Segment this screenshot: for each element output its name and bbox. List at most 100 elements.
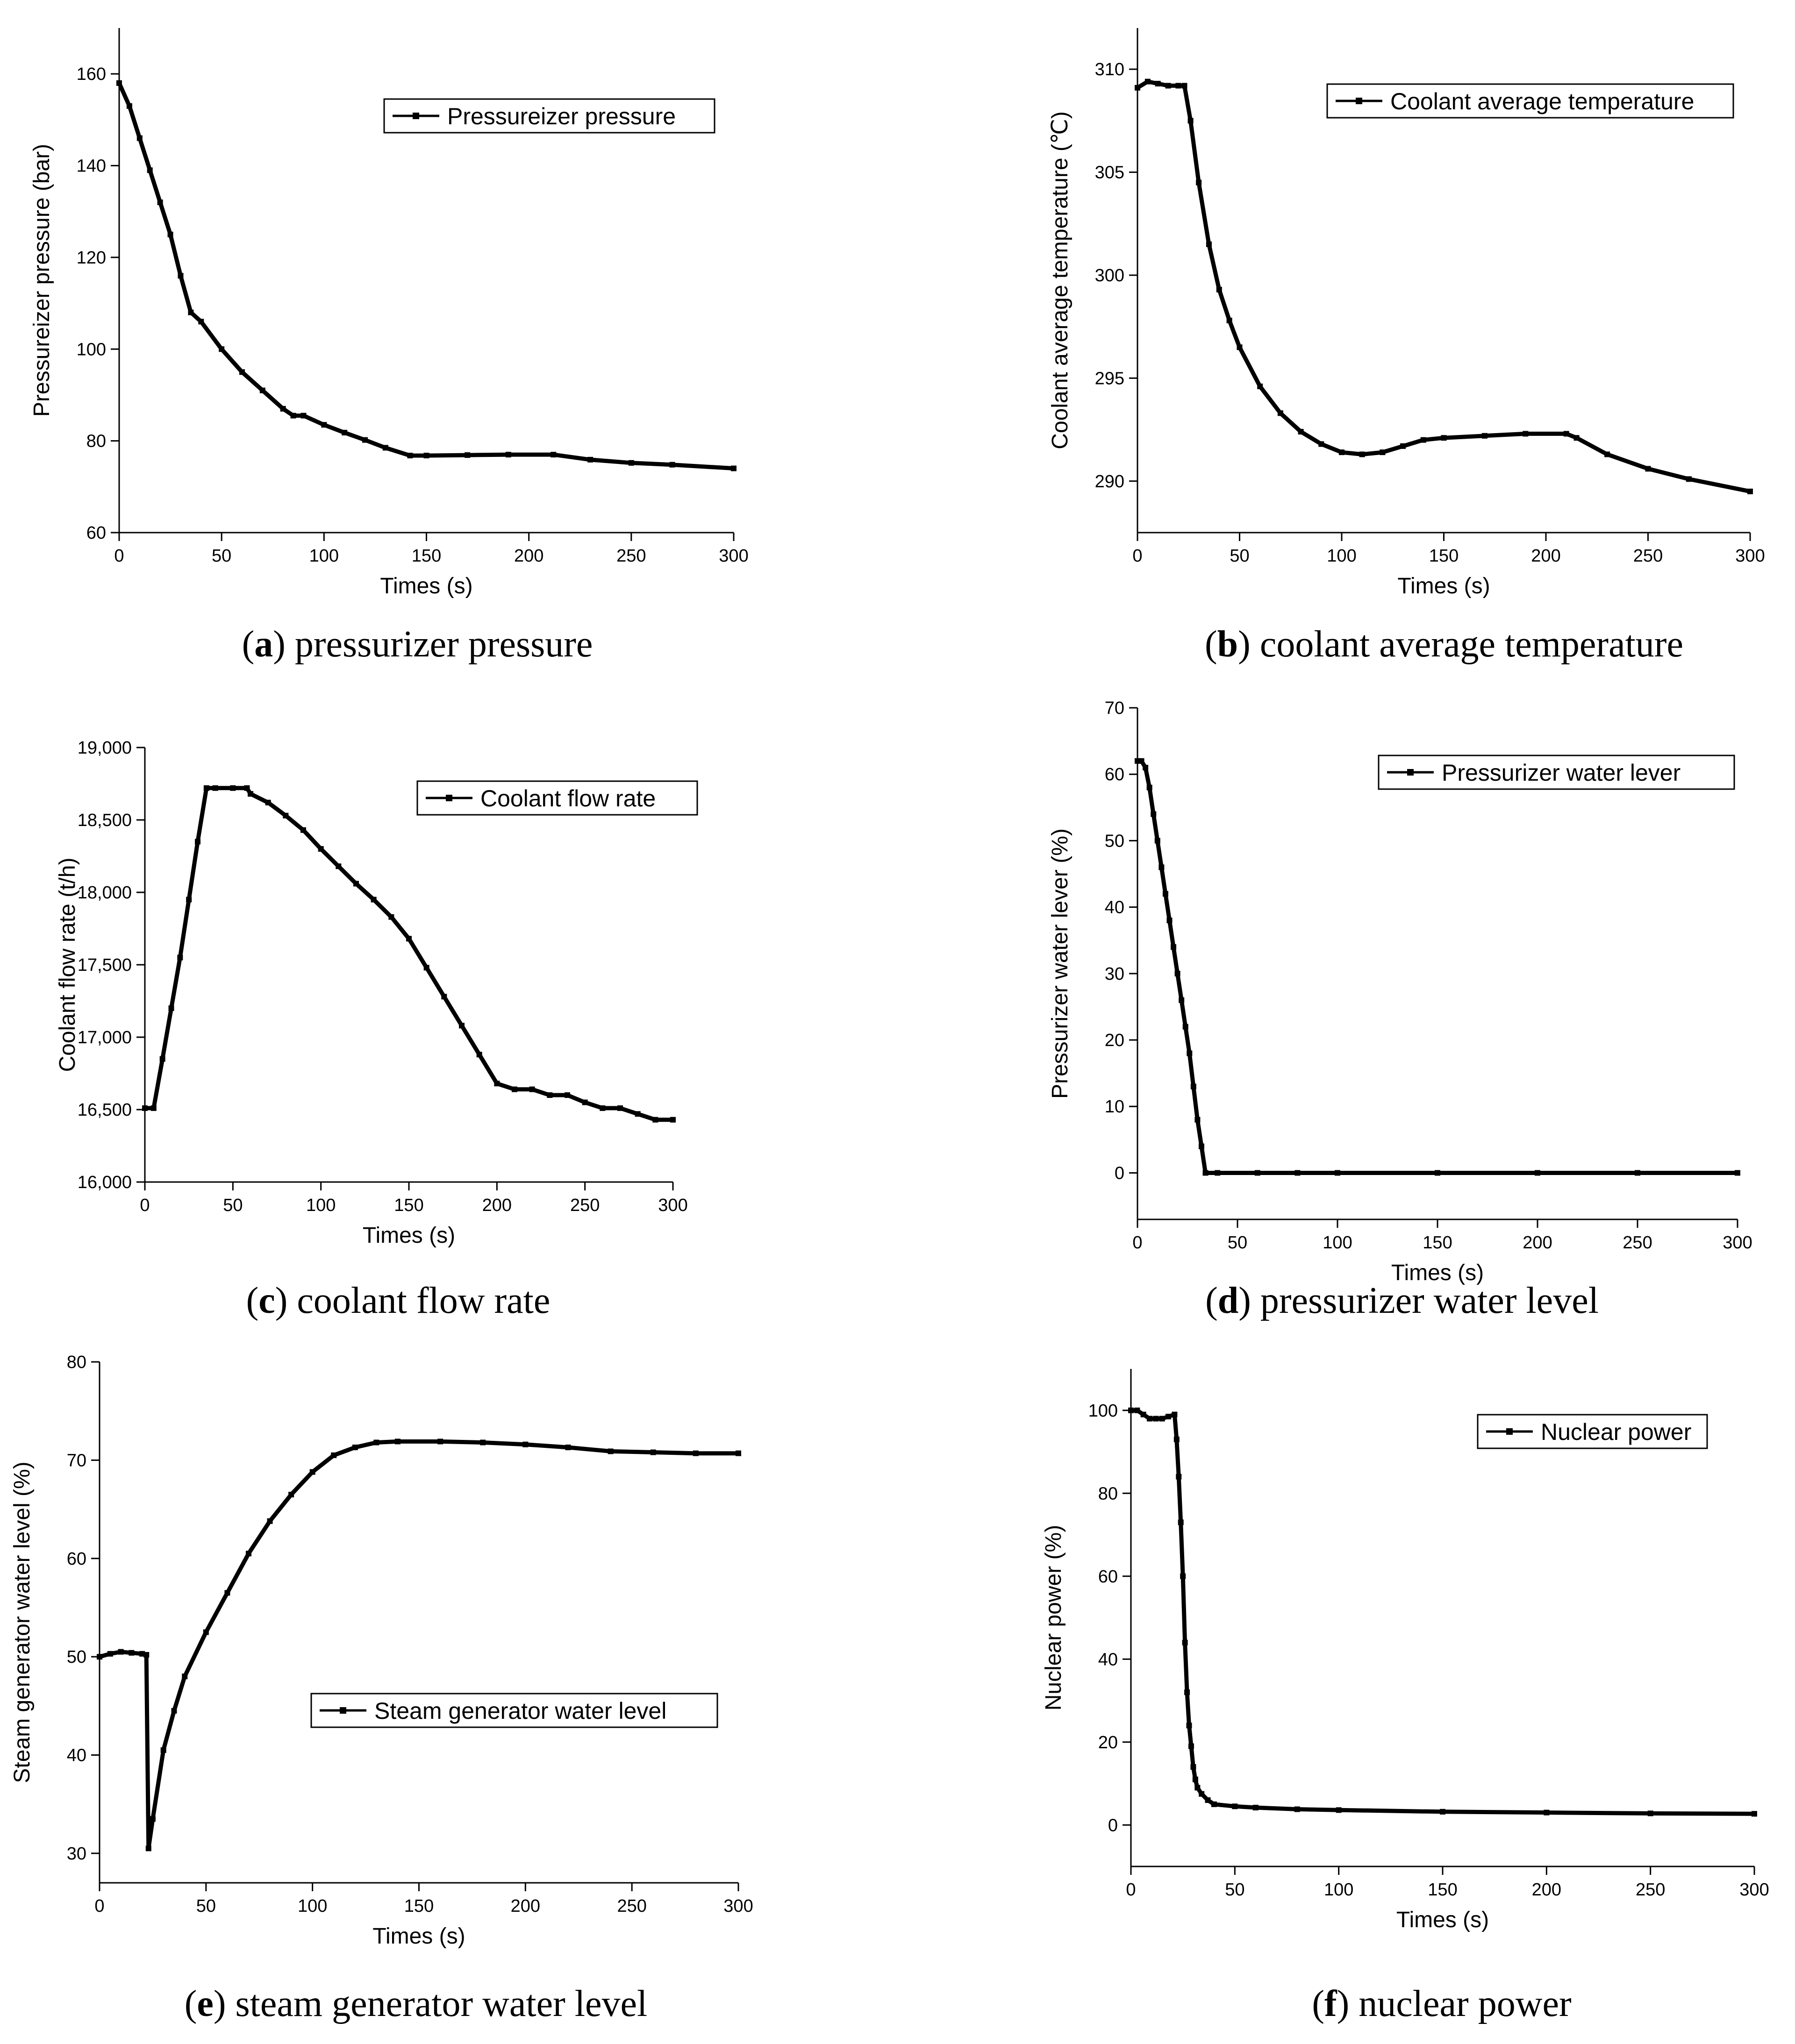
y-tick-label: 70 <box>67 1451 86 1470</box>
data-point <box>107 1651 113 1657</box>
data-point <box>1215 1170 1221 1176</box>
data-point <box>259 387 265 393</box>
x-tick-label: 200 <box>514 546 544 566</box>
y-tick-label: 60 <box>1098 1567 1118 1587</box>
data-point <box>512 1086 517 1092</box>
x-tick-label: 250 <box>1633 546 1663 566</box>
y-tick-label: 17,500 <box>78 955 132 975</box>
y-axis-label: Coolant average temperature (℃) <box>1048 111 1073 449</box>
x-tick-label: 100 <box>1323 1233 1352 1253</box>
data-point <box>219 346 225 352</box>
y-tick-label: 20 <box>1098 1733 1118 1752</box>
data-point <box>1604 451 1610 457</box>
legend-marker-swatch <box>446 795 452 801</box>
x-tick-label: 0 <box>94 1896 104 1916</box>
y-axis-label: Nuclear power (%) <box>1041 1525 1066 1710</box>
x-tick-label: 50 <box>212 546 231 566</box>
data-point <box>1211 1801 1217 1807</box>
data-point <box>1153 1416 1159 1422</box>
data-point <box>147 167 153 173</box>
chart-panel-b: 0 50 100 150 200 250 300 290 295 300 305 310 Times (… <box>1048 28 1765 665</box>
panel-caption: (a) pressurizer pressure <box>242 624 593 665</box>
data-point <box>280 406 286 412</box>
x-tick-label: 300 <box>1723 1233 1752 1253</box>
x-tick-label: 150 <box>1429 546 1459 566</box>
data-point <box>157 199 163 206</box>
data-point <box>1180 1573 1186 1579</box>
data-point <box>318 846 324 852</box>
series-line <box>143 786 675 1122</box>
x-tick-label: 200 <box>511 1896 540 1916</box>
legend-label: Pressurizer water lever <box>1442 760 1681 786</box>
data-point <box>1206 241 1212 247</box>
data-point <box>1339 449 1344 456</box>
data-point <box>239 369 245 375</box>
y-tick-label: 16,000 <box>78 1173 132 1192</box>
data-point <box>1143 764 1149 770</box>
data-point <box>195 839 200 845</box>
data-point <box>1298 429 1304 434</box>
panel-caption: (d) pressurizer water level <box>1205 1280 1599 1321</box>
data-point <box>331 1452 337 1458</box>
data-point <box>150 1816 156 1822</box>
legend-label: Pressureizer pressure <box>447 103 676 129</box>
data-point <box>1194 1117 1201 1123</box>
data-point <box>1226 317 1232 323</box>
data-point <box>1198 1143 1204 1149</box>
y-tick-label: 50 <box>1105 831 1124 851</box>
legend-marker-swatch <box>1407 769 1414 776</box>
x-tick-label: 100 <box>1327 546 1356 566</box>
panel-caption: (f) nuclear power <box>1312 1983 1571 2024</box>
data-point <box>1420 437 1426 443</box>
x-tick-label: 250 <box>570 1196 600 1215</box>
x-tick-label: 0 <box>1126 1880 1136 1900</box>
y-tick-label: 295 <box>1095 369 1124 388</box>
data-point <box>1172 1411 1178 1417</box>
data-point <box>441 994 447 1000</box>
data-point <box>362 437 368 443</box>
data-point <box>1196 179 1202 185</box>
data-point <box>224 1590 230 1596</box>
y-tick-label: 100 <box>77 340 106 359</box>
data-point <box>203 1629 209 1635</box>
y-axis-label: Coolant flow rate (t/h) <box>55 858 80 1072</box>
x-axis-label: Times (s) <box>1391 1261 1484 1285</box>
x-axis-label: Times (s) <box>380 574 472 598</box>
y-tick-label: 120 <box>77 248 106 268</box>
data-point <box>290 413 296 419</box>
chart-panel-d: 0 50 100 150 200 250 300 0 10 20 30 40 50 60 70 Times (… <box>1048 698 1752 1321</box>
data-point <box>582 1099 588 1105</box>
y-axis-label: Pressurizer water lever (%) <box>1048 828 1073 1099</box>
data-point <box>1147 1416 1153 1422</box>
data-point <box>1175 83 1181 89</box>
x-tick-label: 100 <box>1324 1880 1353 1900</box>
y-tick-label: 140 <box>77 157 106 176</box>
x-tick-label: 50 <box>223 1196 243 1215</box>
legend-label: Coolant average temperature <box>1390 88 1694 114</box>
x-tick-label: 150 <box>1423 1233 1452 1253</box>
y-tick-label: 20 <box>1105 1031 1124 1050</box>
y-axis-label: Steam generator water level (%) <box>10 1461 35 1783</box>
y-tick-label: 160 <box>77 64 106 84</box>
data-point <box>587 456 594 463</box>
data-point <box>437 1439 443 1445</box>
data-point <box>145 1845 151 1852</box>
data-point <box>394 1439 400 1445</box>
data-point <box>1174 970 1180 976</box>
data-point <box>203 785 209 791</box>
caption-text: nuclear power <box>1359 1983 1571 2024</box>
x-tick-label: 0 <box>140 1196 150 1215</box>
legend-box <box>310 1693 718 1728</box>
x-tick-label: 150 <box>404 1896 434 1916</box>
data-point <box>1190 1083 1196 1090</box>
caption-letter: a <box>254 624 273 665</box>
caption-letter: d <box>1218 1280 1239 1321</box>
x-tick-label: 300 <box>658 1196 687 1215</box>
data-point <box>248 791 253 797</box>
data-point <box>212 785 218 791</box>
data-point <box>300 827 306 833</box>
data-point <box>143 1652 150 1658</box>
y-tick-label: 30 <box>1105 964 1124 984</box>
y-tick-label: 40 <box>1098 1650 1118 1669</box>
data-point <box>118 1649 124 1655</box>
